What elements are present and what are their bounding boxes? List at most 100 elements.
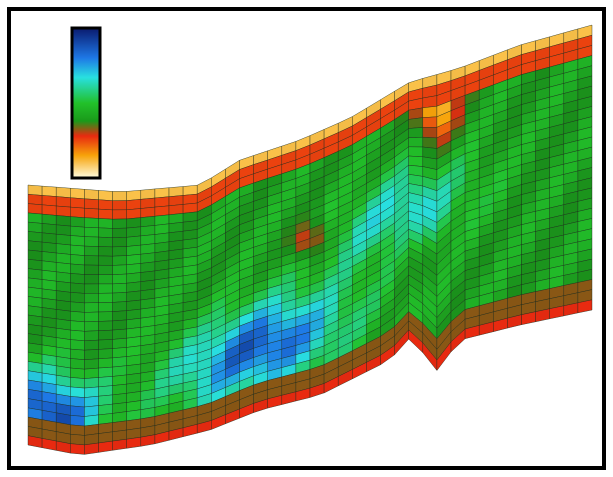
grid-cell <box>98 357 113 369</box>
grid-cell <box>408 136 423 148</box>
grid-cell <box>98 274 113 285</box>
grid-cell <box>408 146 423 158</box>
grid-cell <box>140 215 156 228</box>
grid-cell <box>112 374 127 386</box>
grid-cell <box>56 205 71 217</box>
grid-cell <box>126 272 142 284</box>
grid-cell <box>140 261 156 273</box>
grid-cell <box>56 280 71 293</box>
grid-cell <box>84 414 99 427</box>
grid-cell <box>84 442 99 455</box>
grid-cell <box>98 208 113 220</box>
grid-cell <box>70 339 85 351</box>
grid-cell <box>168 195 184 207</box>
grid-cells <box>27 24 593 455</box>
grid-cell <box>408 117 423 129</box>
grid-cell <box>27 249 43 262</box>
grid-cell <box>98 440 113 453</box>
grid-cell <box>126 226 142 238</box>
grid-cell <box>112 365 127 377</box>
grid-cell <box>41 204 57 216</box>
grid-cell <box>98 366 113 378</box>
grid-cell <box>41 195 57 207</box>
grid-cell <box>126 244 142 256</box>
grid-cell <box>98 227 113 238</box>
grid-cell <box>70 358 85 370</box>
grid-cell <box>70 310 85 323</box>
grid-cell <box>168 213 184 225</box>
grid-cell <box>112 200 127 211</box>
grid-cell <box>84 245 99 257</box>
grid-cell <box>98 339 113 350</box>
grid-cell <box>112 255 127 266</box>
grid-cell <box>98 246 113 257</box>
grid-cell <box>84 330 99 342</box>
grid-cell <box>126 263 142 275</box>
grid-cell <box>70 216 85 228</box>
grid-cell <box>98 329 113 341</box>
grid-cell <box>408 127 423 138</box>
grid-cell <box>70 433 85 446</box>
grid-cell <box>56 271 71 284</box>
grid-cell <box>154 187 170 199</box>
grid-cell <box>70 396 85 408</box>
grid-cell <box>70 386 85 398</box>
grid-cell <box>56 233 71 246</box>
grid-cell <box>70 367 85 379</box>
grid-cell <box>126 290 142 302</box>
grid-cell <box>126 208 142 220</box>
grid-cell <box>126 235 142 247</box>
grid-cell <box>41 241 57 254</box>
grid-cell <box>84 311 99 323</box>
grid-cell <box>98 199 113 211</box>
grid-cell <box>84 264 99 275</box>
grid-cell <box>70 348 85 360</box>
grid-cell <box>112 337 127 349</box>
grid-cell <box>84 321 99 332</box>
grid-cell <box>126 436 142 449</box>
grid-cell <box>84 386 99 398</box>
grid-cell <box>70 405 85 417</box>
grid-cell <box>56 243 71 255</box>
grid-cell <box>140 197 156 209</box>
grid-cell <box>154 214 170 226</box>
grid-cell <box>112 237 127 248</box>
grid-cell <box>70 443 85 455</box>
grid-cell <box>112 273 127 285</box>
grid-cell <box>140 234 156 246</box>
grid-cell <box>41 232 57 244</box>
grid-cell <box>27 268 43 280</box>
grid-cell <box>41 279 57 291</box>
grid-cell <box>84 217 99 229</box>
grid-cell <box>70 187 85 200</box>
grid-cell <box>112 383 127 396</box>
grid-cell <box>182 193 198 205</box>
grid-cell <box>98 292 113 303</box>
grid-cell <box>112 292 127 303</box>
grid-cell <box>126 217 142 229</box>
grid-cell <box>70 235 85 247</box>
grid-cell <box>70 424 85 436</box>
grid-cell <box>27 203 43 215</box>
grid-cell <box>27 194 43 206</box>
grid-cell <box>98 348 113 360</box>
grid-cell <box>112 282 127 294</box>
grid-cell <box>98 385 113 397</box>
grid-cell <box>112 310 127 322</box>
grid-cell <box>112 438 127 451</box>
grid-cell <box>98 320 113 331</box>
grid-cell <box>112 319 127 331</box>
grid-cell <box>27 231 43 243</box>
grid-cell <box>27 240 43 252</box>
grid-cell <box>84 283 99 294</box>
grid-cell <box>70 320 85 332</box>
grid-cell <box>56 196 71 208</box>
grid-cell <box>126 253 142 266</box>
grid-cell <box>70 197 85 209</box>
grid-cell <box>70 206 85 218</box>
grid-cell <box>41 260 57 273</box>
grid-cell <box>84 226 99 238</box>
grid-cell <box>112 393 127 405</box>
grid-cell <box>41 185 57 197</box>
